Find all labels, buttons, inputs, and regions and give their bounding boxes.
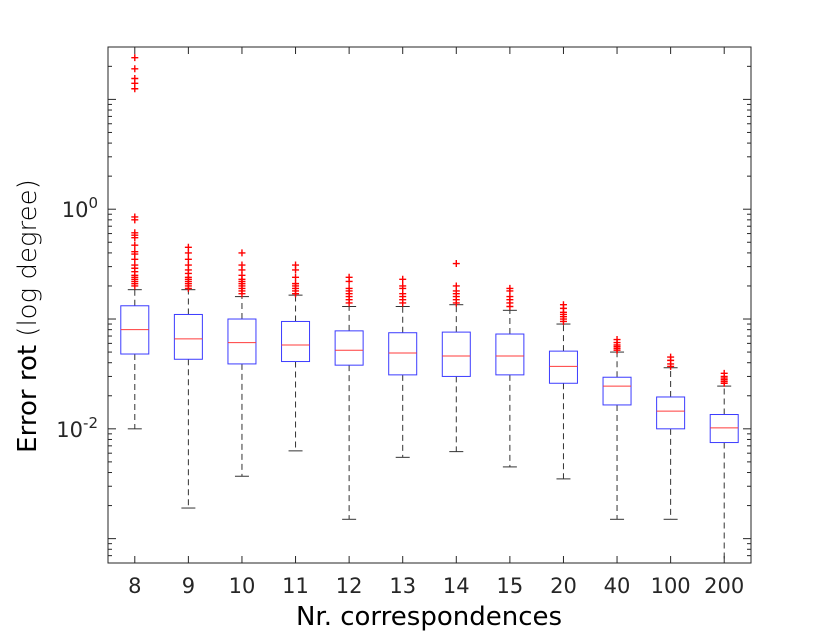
y-tick-label-exponent: -2 <box>83 414 98 432</box>
outlier-marker <box>720 369 728 377</box>
outlier-marker <box>667 353 675 361</box>
y-tick-label-base: 10 <box>62 198 89 222</box>
outlier-marker <box>131 74 139 82</box>
x-tick-label: 100 <box>651 574 691 598</box>
x-axis-label: Nr. correspondences <box>296 602 562 632</box>
box-iqr <box>495 333 525 376</box>
box-iqr <box>441 331 471 377</box>
x-tick-label: 10 <box>229 574 256 598</box>
outlier-marker <box>345 273 353 281</box>
outlier-marker <box>399 275 407 283</box>
outlier-marker <box>613 336 621 344</box>
box-group-9 <box>173 243 203 509</box>
y-tick-label: 10-2 <box>56 414 98 442</box>
box-iqr <box>281 320 311 363</box>
outlier-marker <box>131 229 139 237</box>
y-axis-label: Error rot (log degree) <box>13 179 43 453</box>
x-tick-label: 40 <box>604 574 631 598</box>
x-tick-label: 12 <box>336 574 363 598</box>
axes-frame <box>107 46 752 564</box>
outlier-marker <box>238 261 246 269</box>
outlier-marker <box>506 284 514 292</box>
box-group-20 <box>548 301 578 480</box>
y-axis-label-unit: (log degree) <box>13 179 43 337</box>
outlier-marker <box>292 280 300 288</box>
x-tick-label: 200 <box>704 574 744 598</box>
box-iqr <box>227 318 257 365</box>
plot-background <box>108 47 751 563</box>
box-iqr <box>388 332 418 376</box>
box-iqr <box>548 350 578 384</box>
box-group-100 <box>656 353 686 520</box>
box-group-14 <box>441 260 471 453</box>
outlier-marker <box>131 65 139 73</box>
y-tick-label-exponent: 0 <box>88 194 98 212</box>
box-iqr <box>656 396 686 430</box>
box-group-12 <box>334 273 364 520</box>
x-tick-label: 8 <box>128 574 141 598</box>
outlier-marker <box>184 243 192 251</box>
x-tick-label: 9 <box>182 574 195 598</box>
box-iqr <box>334 330 364 366</box>
outlier-marker <box>131 54 139 62</box>
plot-area <box>120 54 739 564</box>
outlier-marker <box>238 249 246 257</box>
box-iqr <box>173 313 203 360</box>
outlier-marker <box>399 282 407 290</box>
outlier-marker <box>292 261 300 269</box>
x-tick-label: 14 <box>443 574 470 598</box>
x-tick-label: 15 <box>497 574 524 598</box>
box-group-10 <box>227 249 257 477</box>
box-iqr <box>602 376 632 406</box>
outlier-marker <box>559 301 567 309</box>
box-group-15 <box>495 284 525 468</box>
x-tick-label: 11 <box>282 574 309 598</box>
box-iqr <box>709 414 739 444</box>
y-tick-label: 100 <box>62 194 98 222</box>
outlier-marker <box>131 241 139 249</box>
x-tick-label: 20 <box>550 574 577 598</box>
y-tick-label-base: 10 <box>56 418 83 442</box>
outlier-marker <box>184 255 192 263</box>
box-group-11 <box>281 261 311 452</box>
outlier-marker <box>131 213 139 221</box>
outlier-marker <box>345 284 353 292</box>
box-group-200 <box>709 369 739 564</box>
box-group-40 <box>602 336 632 520</box>
outlier-marker <box>292 273 300 281</box>
outlier-marker <box>452 260 460 268</box>
box-group-8 <box>120 54 150 430</box>
outlier-marker <box>452 282 460 290</box>
y-axis-label-main: Error rot <box>13 345 43 453</box>
box-group-13 <box>388 275 418 458</box>
x-tick-label: 13 <box>389 574 416 598</box>
outlier-marker <box>131 248 139 256</box>
